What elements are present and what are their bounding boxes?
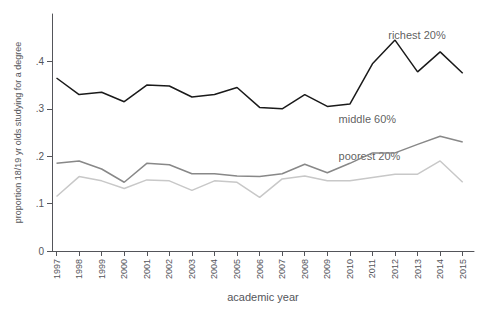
svg-text:1998: 1998 xyxy=(74,259,84,279)
svg-text:2011: 2011 xyxy=(367,259,377,278)
svg-text:2015: 2015 xyxy=(458,259,468,279)
svg-text:2012: 2012 xyxy=(390,259,400,279)
svg-text:0: 0 xyxy=(38,246,44,257)
svg-text:richest 20%: richest 20% xyxy=(388,29,446,41)
svg-text:poorest 20%: poorest 20% xyxy=(339,150,401,162)
svg-text:.2: .2 xyxy=(36,151,45,162)
svg-text:academic year: academic year xyxy=(227,291,299,303)
svg-text:2014: 2014 xyxy=(435,259,445,279)
svg-text:2000: 2000 xyxy=(119,259,129,279)
svg-text:1997: 1997 xyxy=(52,259,62,279)
svg-text:2006: 2006 xyxy=(255,259,265,279)
svg-text:proportion 18/19 yr olds study: proportion 18/19 yr olds studying for a … xyxy=(13,42,23,224)
svg-text:2002: 2002 xyxy=(164,259,174,279)
svg-text:2003: 2003 xyxy=(187,259,197,279)
svg-text:2009: 2009 xyxy=(322,259,332,279)
svg-text:middle 60%: middle 60% xyxy=(339,113,397,125)
svg-text:.4: .4 xyxy=(36,56,45,67)
svg-text:1999: 1999 xyxy=(97,259,107,279)
svg-text:2001: 2001 xyxy=(142,259,152,279)
svg-text:.3: .3 xyxy=(36,103,45,114)
svg-text:2007: 2007 xyxy=(277,259,287,279)
svg-text:2005: 2005 xyxy=(232,259,242,279)
svg-text:2010: 2010 xyxy=(345,259,355,279)
svg-text:2013: 2013 xyxy=(413,259,423,279)
svg-text:2004: 2004 xyxy=(209,259,219,279)
svg-text:2008: 2008 xyxy=(300,259,310,279)
svg-text:.1: .1 xyxy=(36,198,45,209)
